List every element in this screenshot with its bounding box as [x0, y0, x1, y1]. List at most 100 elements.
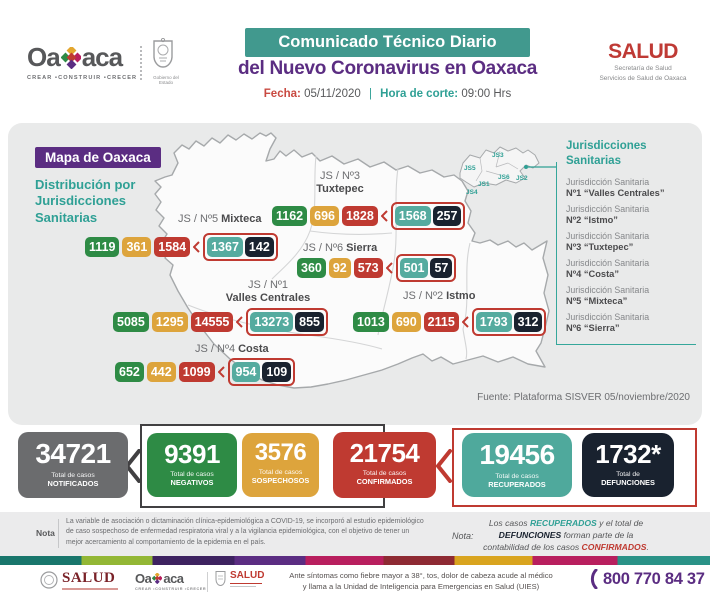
defunciones-word: DEFUNCIONES — [498, 530, 562, 541]
footer-salud-gov-rule — [62, 588, 118, 590]
note-right-label: Nota: — [452, 531, 474, 541]
inset-label-js6: JS6 — [498, 174, 510, 181]
footer-gov-salud-logo: SALUD — [40, 569, 118, 591]
connector-chevron — [461, 316, 469, 328]
salud-logo: SALUD Secretaría de Salud Servicios de S… — [583, 40, 703, 84]
oaxaca-word-post: aca — [81, 42, 123, 72]
badge-confirmados: 1584 — [154, 236, 191, 258]
region-label-istmo: JS / Nº2 Istmo — [403, 290, 476, 302]
badge-recuperados: 1367 — [207, 236, 243, 258]
region-label-mixteca: JS / Nº5 Mixteca — [178, 213, 262, 225]
badge-negativos: 5085 — [113, 311, 149, 333]
title-badge: Comunicado Técnico Diario — [245, 28, 530, 57]
badge-confirmados: 573 — [353, 257, 383, 279]
badge-sospechosos: 442 — [146, 361, 176, 383]
badge-confirmados: 1828 — [341, 205, 378, 227]
region-row-tuxtepec: 1162 696 1828 1568 257 — [272, 199, 466, 233]
footer-oaxaca-tagline: CREAR •CONSTRUIR •CRECER — [135, 587, 207, 591]
source-note: Fuente: Plataforma SISVER 05/noviembre/2… — [477, 392, 690, 403]
badge-negativos: 652 — [115, 361, 144, 383]
legend-border-left — [556, 162, 557, 344]
oaxaca-logo: Oa aca CREAR •CONSTRUIR •CRECER — [27, 42, 137, 81]
badge-confirmados: 2115 — [423, 311, 459, 333]
badge-negativos: 360 — [297, 257, 326, 279]
region-row-sierra: 360 92 573 501 57 — [297, 251, 457, 285]
legend-border-bottom — [556, 344, 696, 345]
footer-salud-oaxaca-logo: SALUD — [214, 570, 264, 587]
recovered-deaths-box: 13273 855 — [246, 307, 329, 337]
region-label-valles: JS / Nº1 Valles Centrales — [225, 279, 311, 304]
salud-sub1: Secretaría de Salud — [614, 65, 672, 72]
region-label-costa: JS / Nº4 Costa — [195, 343, 269, 355]
connector-chevron — [385, 262, 393, 274]
badge-defunciones: 109 — [262, 361, 292, 383]
recovered-deaths-box: 1793 312 — [471, 307, 547, 337]
badge-sospechosos: 1295 — [151, 311, 188, 333]
inset-map: JS5 JS3 JS6 JS2 JS1 JS4 — [459, 146, 557, 196]
badge-sospechosos: 696 — [310, 205, 339, 227]
salud-wordmark: SALUD — [608, 40, 678, 63]
inset-label-js4: JS4 — [466, 189, 478, 196]
state-crest-icon — [153, 37, 173, 68]
phone-number: 800 770 84 37 — [603, 569, 705, 588]
notes-band — [0, 512, 710, 556]
badge-defunciones: 142 — [244, 236, 274, 258]
stat-sospechosos: 3576 Total de casos SOSPECHOSOS — [242, 433, 319, 497]
badge-negativos: 1162 — [272, 205, 308, 227]
legend-item-3: Jurisdicción Sanitaria Nº3 “Tuxtepec” — [566, 231, 650, 252]
region-row-istmo: 1013 690 2115 1793 312 — [353, 305, 547, 339]
phone-icon — [590, 569, 598, 589]
badge-recuperados: 13273 — [250, 311, 294, 333]
oaxaca-pinwheel-icon — [152, 573, 163, 584]
connector-chevron — [193, 241, 200, 253]
stat-negativos: 9391 Total de casos NEGATIVOS — [147, 433, 237, 497]
confirmados-word: CONFIRMADOS — [581, 542, 647, 553]
chevron-red-icon — [436, 449, 452, 483]
oaxaca-word-pre: Oa — [27, 42, 61, 72]
footer-phone: 800 770 84 37 — [585, 569, 705, 589]
inset-label-js2: JS2 — [516, 175, 528, 182]
gobierno-label: Gobierno del Estado — [153, 75, 179, 85]
recovered-deaths-box: 954 109 — [227, 357, 296, 387]
badge-defunciones: 855 — [295, 311, 325, 333]
inset-label-js3: JS3 — [492, 152, 504, 159]
recovered-deaths-box: 501 57 — [395, 253, 457, 283]
map-title-badge: Mapa de Oaxaca — [35, 147, 161, 168]
legend-item-4: Jurisdicción Sanitaria Nº4 “Costa” — [566, 258, 650, 279]
inset-label-js1: JS1 — [478, 181, 490, 188]
note-divider — [58, 519, 59, 548]
salud-crest-icon — [215, 571, 226, 587]
note-right-text: Los casos RECUPERADOS y el total de DEFU… — [483, 518, 649, 553]
hora-label: Hora de corte: — [380, 88, 459, 100]
stat-confirmados: 21754 Total de casos CONFIRMADOS — [333, 432, 436, 498]
footer-salud-gov-wordmark: SALUD — [62, 570, 116, 586]
legend-item-5: Jurisdicción Sanitaria Nº5 “Mixteca” — [566, 285, 650, 306]
salud-sub2: Servicios de Salud de Oaxaca — [599, 74, 687, 82]
badge-recuperados: 1793 — [475, 311, 512, 333]
badge-confirmados: 14555 — [190, 311, 234, 333]
page-subtitle: del Nuevo Coronavirus en Oaxaca — [237, 58, 538, 79]
separator: | — [368, 88, 372, 100]
outcome-group-bracket — [452, 428, 697, 507]
oaxaca-wordmark: Oa aca — [27, 42, 137, 73]
recovered-deaths-box: 1367 142 — [203, 232, 278, 262]
badge-recuperados: 1568 — [394, 205, 431, 227]
badge-negativos: 1013 — [353, 311, 389, 333]
connector-chevron — [217, 366, 225, 378]
region-row-costa: 652 442 1099 954 109 — [115, 355, 296, 389]
region-label-tuxtepec: JS / Nº3 Tuxtepec — [316, 170, 364, 195]
region-row-mixteca: 1119 361 1584 1367 142 — [85, 230, 278, 264]
stat-recuperados: 19456 Total de casos RECUPERADOS — [462, 433, 572, 497]
note-left-text: La variable de asociación o dictaminació… — [66, 518, 424, 546]
header-divider — [140, 46, 142, 80]
hora-value: 09:00 Hrs — [461, 88, 512, 100]
fecha-label: Fecha: — [263, 88, 301, 100]
oaxaca-tagline: CREAR •CONSTRUIR •CRECER — [27, 75, 138, 81]
badge-recuperados: 954 — [231, 361, 261, 383]
badge-defunciones: 57 — [430, 257, 453, 279]
map-subtitle: Distribución por Jurisdicciones Sanitari… — [35, 177, 136, 225]
footer-salud-small-wordmark: SALUD — [230, 570, 265, 581]
recuperados-word: RECUPERADOS — [529, 518, 597, 528]
badge-confirmados: 1099 — [178, 361, 215, 383]
